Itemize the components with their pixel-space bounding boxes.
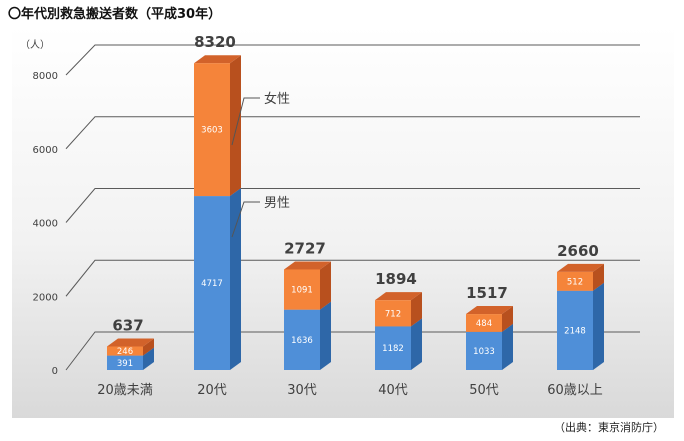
bar-female-top — [375, 292, 422, 301]
bar-male-side — [143, 347, 154, 370]
total-label: 1517 — [466, 284, 508, 302]
bar-female-top — [284, 261, 331, 270]
x-category-label: 40代 — [378, 383, 408, 398]
callout-line-male — [231, 201, 260, 238]
y-tick-label: 4000 — [33, 219, 58, 230]
bar-male — [466, 331, 502, 370]
bar-female-side — [230, 55, 241, 197]
x-category-label: 50代 — [469, 383, 499, 398]
bar-female-top — [107, 338, 154, 347]
data-label-male: 1033 — [473, 347, 495, 357]
y-tick-label: 0 — [52, 366, 58, 377]
bar-male — [194, 196, 230, 370]
source-note: （出典：東京消防庁） — [554, 421, 664, 434]
data-label-female: 484 — [476, 319, 492, 329]
bar-female-top — [557, 263, 604, 272]
data-label-male: 1636 — [291, 336, 313, 346]
bar-female-side — [143, 338, 154, 356]
bar-female — [194, 63, 230, 197]
y-tick-label: 6000 — [33, 145, 58, 156]
data-label-male: 1182 — [382, 344, 404, 354]
bar-female-side — [411, 292, 422, 327]
bar-male — [375, 326, 411, 370]
bar-male — [284, 309, 320, 370]
gridline — [65, 331, 640, 371]
callout-line-female — [231, 97, 260, 146]
bar-male — [107, 355, 143, 370]
bar-male-side — [411, 318, 422, 370]
x-category-label: 20代 — [197, 383, 227, 398]
gridline — [65, 188, 640, 223]
data-label-male: 4717 — [201, 279, 223, 289]
bar-male-side — [502, 323, 513, 370]
bar-female-side — [593, 263, 604, 291]
bar-male-side — [320, 301, 331, 370]
y-tick-label: 8000 — [33, 71, 58, 82]
total-label: 1894 — [375, 270, 417, 288]
bar-female-side — [320, 261, 331, 310]
bar-male-side — [593, 282, 604, 370]
series-label-male: 男性 — [264, 196, 290, 211]
y-tick-label: 2000 — [33, 292, 58, 303]
bar-female — [557, 271, 593, 291]
total-label: 637 — [112, 317, 143, 335]
total-label: 2727 — [284, 239, 326, 257]
bar-female-top — [194, 55, 241, 64]
data-label-male: 2148 — [564, 326, 586, 336]
data-label-female: 1091 — [291, 286, 313, 296]
bar-female — [466, 314, 502, 332]
series-label-female: 女性 — [264, 91, 290, 107]
bar-male — [557, 290, 593, 370]
gridline — [65, 116, 640, 150]
bar-female-top — [466, 306, 513, 315]
x-category-label: 20歳未満 — [97, 383, 153, 398]
data-label-female: 246 — [117, 347, 133, 357]
bar-female — [375, 300, 411, 327]
data-label-female: 712 — [385, 309, 401, 319]
total-label: 8320 — [194, 33, 236, 51]
gridline — [65, 44, 640, 76]
data-label-female: 512 — [567, 277, 583, 287]
bar-female — [107, 346, 143, 356]
x-category-label: 60歳以上 — [547, 383, 603, 398]
data-label-male: 391 — [117, 359, 133, 369]
gridline — [65, 259, 640, 297]
y-axis-unit: （人） — [20, 39, 50, 51]
data-label-female: 3603 — [201, 126, 223, 136]
x-category-label: 30代 — [287, 383, 317, 398]
total-label: 2660 — [557, 242, 599, 260]
bar-female — [284, 269, 320, 310]
chart-heading: 〇年代別救急搬送者数（平成30年） — [8, 7, 222, 22]
bar-female-side — [502, 306, 513, 332]
